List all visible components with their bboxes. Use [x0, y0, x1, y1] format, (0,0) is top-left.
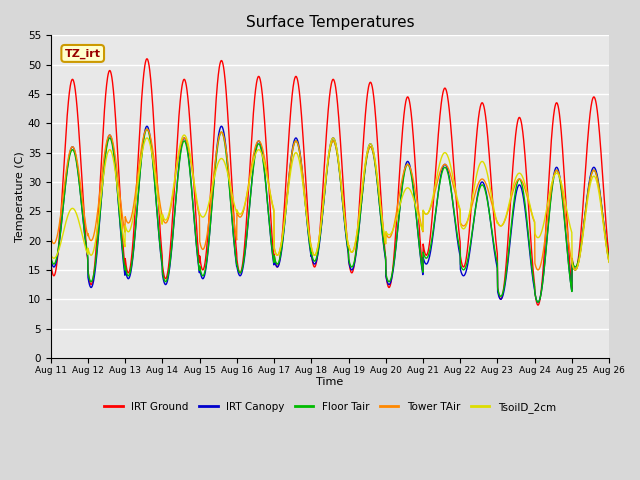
IRT Ground — [47, 260, 54, 265]
IRT Canopy — [605, 259, 613, 264]
IRT Canopy — [428, 239, 436, 244]
Floor Tair — [79, 213, 86, 219]
IRT Canopy — [143, 123, 151, 129]
TsoilD_2cm — [180, 132, 188, 138]
Floor Tair — [47, 253, 54, 259]
Tower TAir — [79, 200, 86, 205]
Line: IRT Ground: IRT Ground — [51, 59, 609, 305]
TsoilD_2cm — [605, 260, 613, 265]
Tower TAir — [256, 139, 264, 144]
Floor Tair — [143, 126, 151, 132]
Legend: IRT Ground, IRT Canopy, Floor Tair, Tower TAir, TsoilD_2cm: IRT Ground, IRT Canopy, Floor Tair, Towe… — [100, 398, 560, 417]
Y-axis label: Temperature (C): Temperature (C) — [15, 151, 25, 242]
Floor Tair — [166, 258, 174, 264]
Text: TZ_irt: TZ_irt — [65, 48, 100, 59]
TsoilD_2cm — [275, 251, 283, 256]
Line: Floor Tair: Floor Tair — [51, 129, 609, 302]
IRT Ground — [428, 215, 436, 220]
IRT Canopy — [534, 300, 542, 305]
Tower TAir — [47, 234, 54, 240]
TsoilD_2cm — [166, 206, 174, 212]
Floor Tair — [278, 245, 285, 251]
IRT Ground — [166, 247, 174, 252]
Tower TAir — [428, 200, 436, 206]
Tower TAir — [278, 238, 285, 243]
Tower TAir — [605, 259, 613, 265]
IRT Canopy — [47, 256, 54, 262]
TsoilD_2cm — [428, 197, 436, 203]
IRT Ground — [605, 253, 613, 259]
TsoilD_2cm — [79, 234, 86, 240]
Floor Tair — [534, 300, 542, 305]
Floor Tair — [256, 143, 264, 148]
IRT Ground — [534, 302, 542, 308]
X-axis label: Time: Time — [316, 377, 344, 387]
Title: Surface Temperatures: Surface Temperatures — [246, 15, 414, 30]
IRT Ground — [143, 56, 151, 61]
Floor Tair — [428, 235, 436, 240]
IRT Canopy — [166, 260, 174, 266]
TsoilD_2cm — [256, 147, 264, 153]
Tower TAir — [143, 126, 151, 132]
IRT Ground — [79, 190, 86, 196]
Floor Tair — [275, 259, 283, 265]
TsoilD_2cm — [278, 239, 285, 245]
Floor Tair — [605, 256, 613, 262]
Line: IRT Canopy: IRT Canopy — [51, 126, 609, 302]
Line: TsoilD_2cm: TsoilD_2cm — [51, 135, 609, 270]
Tower TAir — [534, 267, 542, 273]
IRT Canopy — [275, 262, 283, 268]
IRT Canopy — [278, 248, 285, 253]
Tower TAir — [275, 251, 283, 256]
Line: Tower TAir: Tower TAir — [51, 129, 609, 270]
TsoilD_2cm — [47, 252, 54, 258]
TsoilD_2cm — [572, 267, 579, 273]
IRT Canopy — [79, 214, 86, 219]
IRT Canopy — [256, 140, 264, 145]
IRT Ground — [275, 261, 283, 266]
IRT Ground — [278, 240, 285, 245]
IRT Ground — [256, 76, 264, 82]
Tower TAir — [166, 208, 174, 214]
